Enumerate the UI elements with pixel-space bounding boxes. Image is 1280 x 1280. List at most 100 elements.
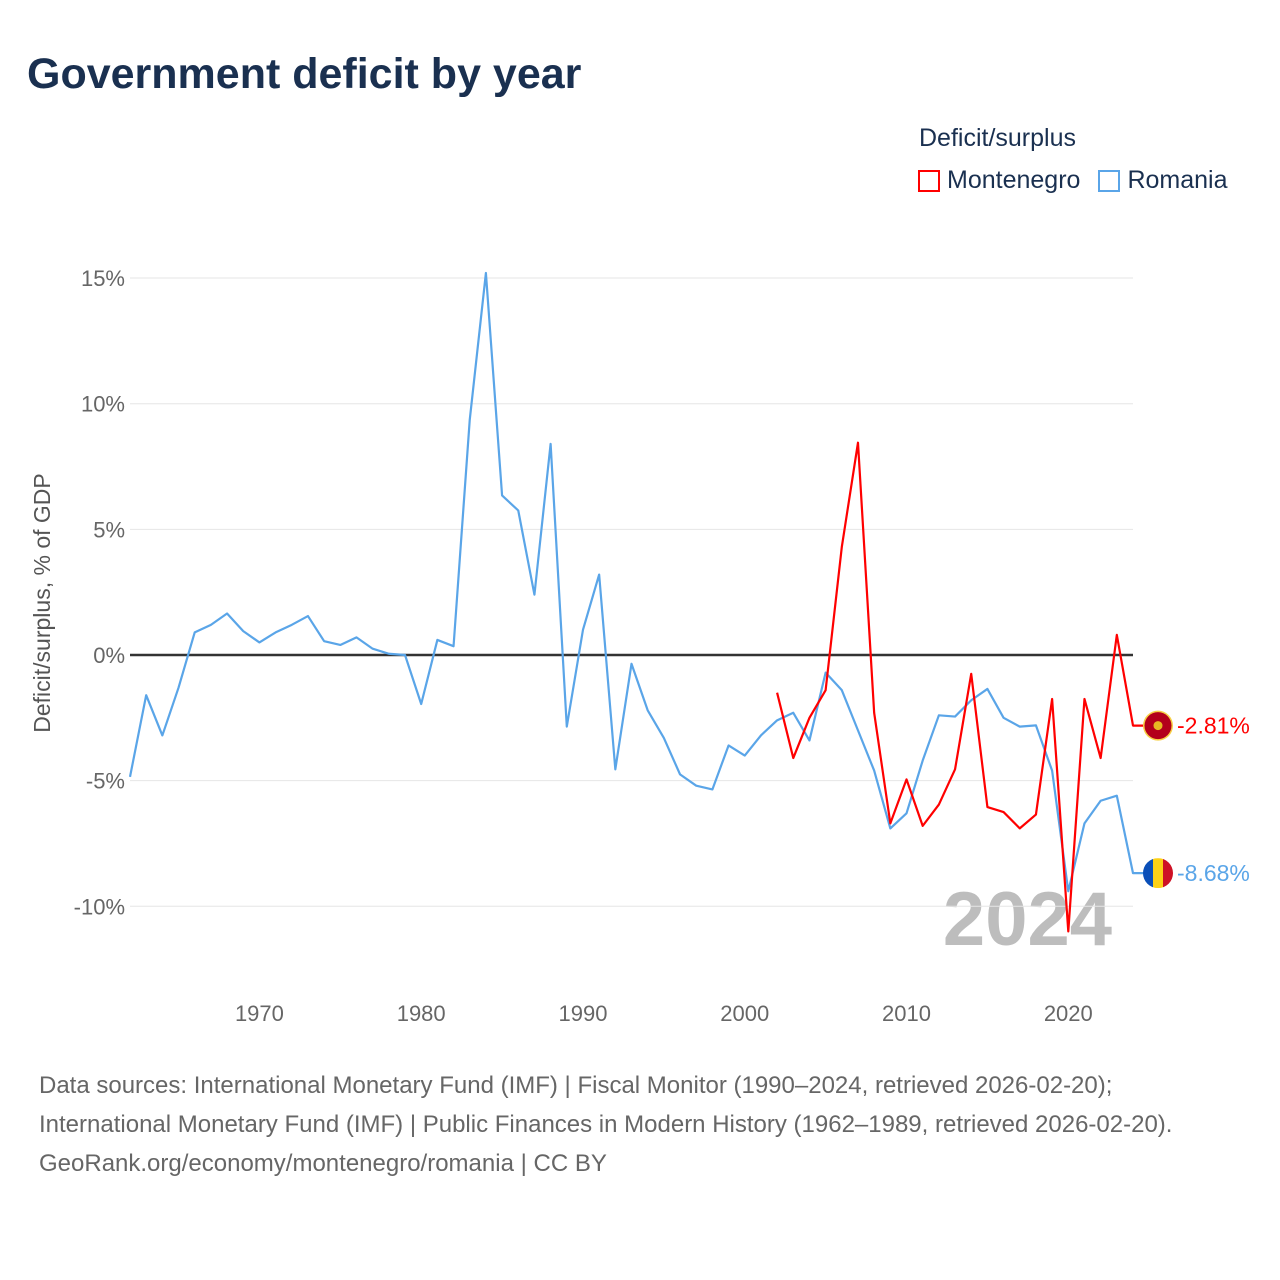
legend-item-romania[interactable]: Romania — [1098, 166, 1228, 195]
data-point — [1098, 755, 1104, 761]
data-point — [790, 755, 796, 761]
data-point — [451, 643, 457, 649]
data-point — [531, 592, 537, 598]
data-point — [742, 753, 748, 759]
data-point — [677, 771, 683, 777]
data-point — [952, 766, 958, 772]
data-point — [1114, 793, 1120, 799]
x-tick-label: 2010 — [882, 1001, 931, 1026]
data-point — [418, 701, 424, 707]
data-point — [709, 786, 715, 792]
x-tick-label: 2000 — [720, 1001, 769, 1026]
flag-stripe-blue — [1143, 858, 1153, 889]
data-point — [693, 783, 699, 789]
data-point — [855, 727, 861, 733]
data-point — [483, 270, 489, 276]
series-line-montenegro — [776, 441, 1145, 933]
x-tick-label: 1990 — [558, 1001, 607, 1026]
data-point — [273, 629, 279, 635]
x-tick-label: 1970 — [235, 1001, 284, 1026]
data-point — [936, 712, 942, 718]
data-point — [515, 508, 521, 514]
data-point — [1114, 632, 1120, 638]
chart-area: 2024 Deficit/surplus, % of GDP 15% 10% 5% 0… — [29, 266, 1250, 1026]
end-value-label: -2.81% — [1177, 713, 1250, 739]
data-point — [224, 611, 230, 617]
data-point — [467, 417, 473, 423]
flag-emblem — [1153, 721, 1163, 731]
data-point — [1001, 809, 1007, 815]
data-point — [321, 638, 327, 644]
flag-romania-icon — [1143, 858, 1173, 889]
data-point — [726, 742, 732, 748]
data-point — [790, 710, 796, 716]
data-point — [1033, 722, 1039, 728]
data-point — [612, 766, 618, 772]
data-point — [984, 804, 990, 810]
y-tick-label: -5% — [86, 769, 125, 794]
data-point — [758, 732, 764, 738]
data-point — [904, 810, 910, 816]
data-point — [839, 544, 845, 550]
data-sources: Data sources: International Monetary Fun… — [39, 1072, 1173, 1138]
data-point — [952, 714, 958, 720]
y-tick-label: -10% — [74, 894, 125, 919]
data-point — [774, 690, 780, 696]
data-point — [305, 613, 311, 619]
data-point — [499, 492, 505, 498]
data-point — [839, 687, 845, 693]
data-point — [1130, 723, 1136, 729]
data-point — [984, 686, 990, 692]
flag-stripe-red — [1163, 858, 1173, 889]
y-tick-label: 10% — [81, 392, 125, 417]
data-point — [1049, 696, 1055, 702]
legend-label: Romania — [1127, 166, 1228, 194]
data-point — [402, 652, 408, 658]
data-point — [871, 710, 877, 716]
data-point — [289, 622, 295, 628]
credit-link[interactable]: GeoRank.org/economy/montenegro/romania |… — [39, 1150, 607, 1177]
data-point — [208, 622, 214, 628]
legend-swatch — [918, 169, 940, 192]
y-axis-label: Deficit/surplus, % of GDP — [29, 473, 55, 732]
data-point — [774, 717, 780, 723]
data-point — [159, 732, 165, 738]
data-point — [596, 572, 602, 578]
x-tick-label: 1980 — [397, 1001, 446, 1026]
y-tick-label: 5% — [93, 517, 125, 542]
data-point — [1049, 768, 1055, 774]
data-point — [192, 629, 198, 635]
legend-title: Deficit/surplus — [919, 124, 1076, 152]
data-point — [806, 737, 812, 743]
data-point — [1033, 812, 1039, 818]
data-point — [256, 639, 262, 645]
data-point — [806, 715, 812, 721]
data-point — [176, 685, 182, 691]
data-point — [936, 802, 942, 808]
legend: Montenegro Romania — [918, 166, 1228, 195]
data-point — [645, 707, 651, 713]
data-point — [629, 661, 635, 667]
data-point — [887, 820, 893, 826]
chart-title: Government deficit by year — [27, 50, 582, 98]
data-point — [1098, 798, 1104, 804]
flag-stripe-yellow — [1153, 858, 1163, 889]
data-point — [548, 441, 554, 447]
y-tick-label: 15% — [81, 266, 125, 291]
data-point — [434, 637, 440, 643]
data-point — [1081, 696, 1087, 702]
data-point — [1130, 870, 1136, 876]
data-point — [127, 774, 133, 780]
data-point — [968, 671, 974, 677]
data-point — [564, 724, 570, 730]
x-tick-label: 2020 — [1044, 1001, 1093, 1026]
data-point — [661, 735, 667, 741]
data-point — [1065, 928, 1071, 934]
data-point — [823, 687, 829, 693]
legend-item-montenegro[interactable]: Montenegro — [918, 166, 1080, 195]
data-point — [143, 692, 149, 698]
data-point — [871, 768, 877, 774]
data-point — [920, 823, 926, 829]
year-watermark: 2024 — [943, 877, 1112, 962]
legend-label: Montenegro — [947, 166, 1081, 194]
